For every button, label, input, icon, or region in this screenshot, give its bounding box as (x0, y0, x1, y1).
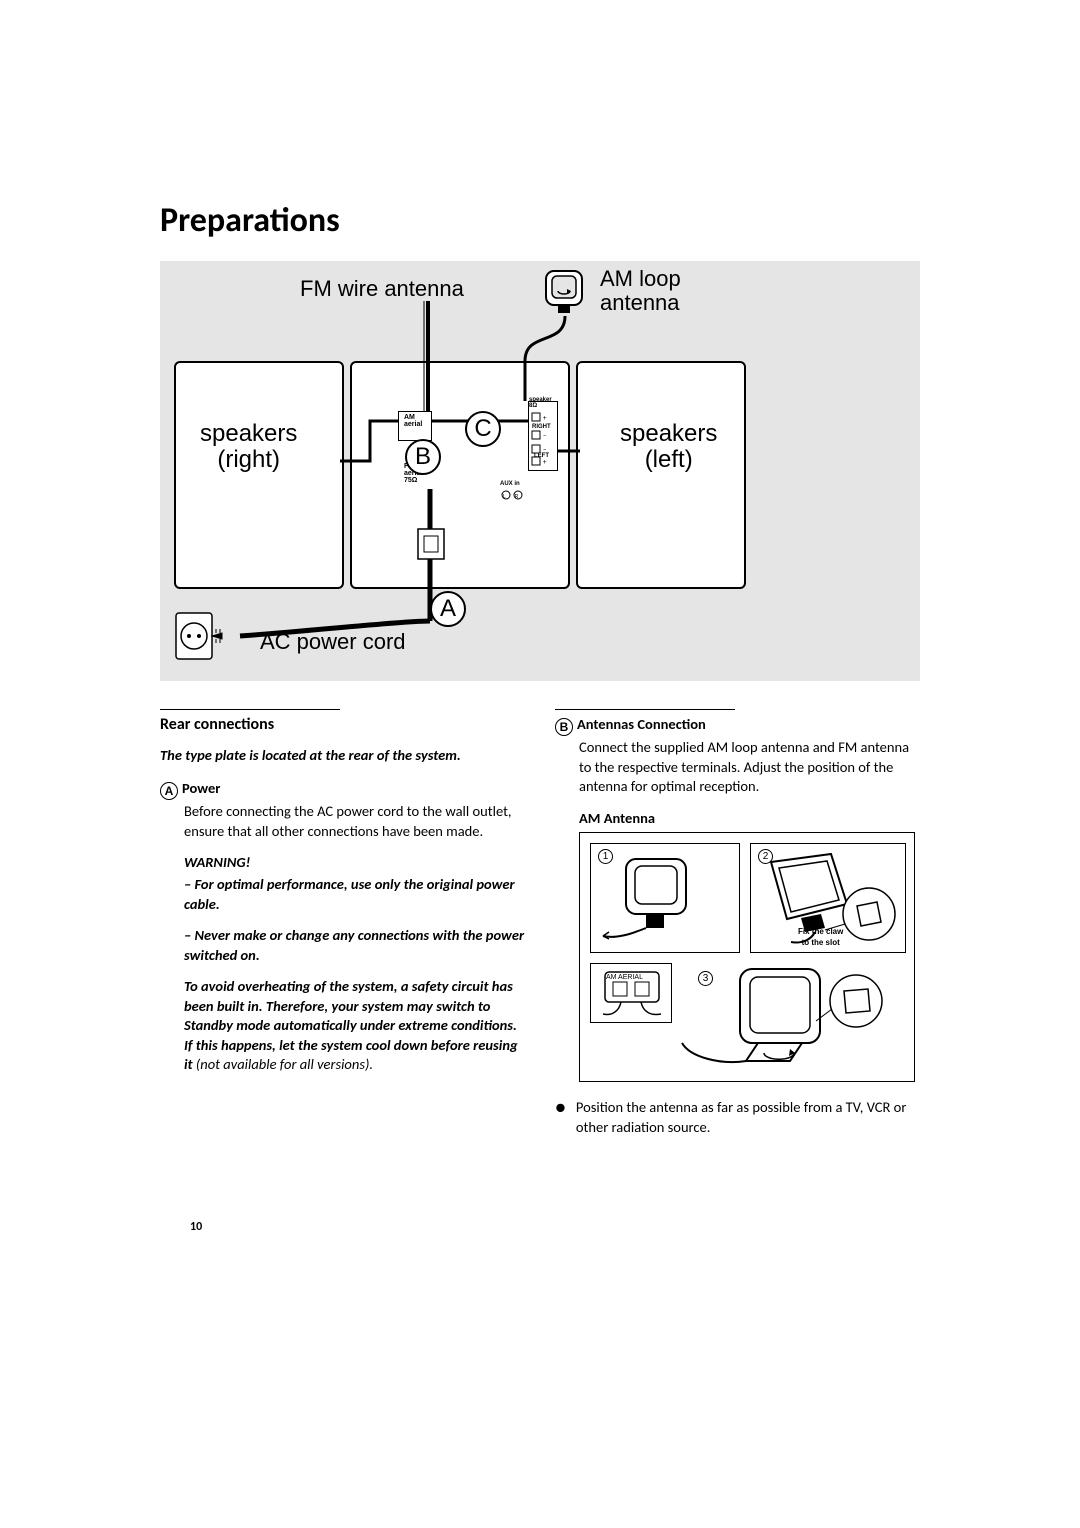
wall-outlet-icon (174, 611, 224, 661)
overheat-paragraph: To avoid overheating of the system, a sa… (184, 977, 525, 1075)
type-plate-note: The type plate is located at the rear of… (160, 746, 525, 766)
bullet-item: ● Position the antenna as far as possibl… (555, 1098, 920, 1137)
am-step3-icon (680, 961, 906, 1079)
power-body: Before connecting the AC power cord to t… (184, 802, 525, 841)
page-content: Preparations FM wire antenna AM loop ant… (160, 200, 920, 1137)
marker-b: B (405, 439, 441, 475)
speaker-terminals-icon: + − − + (530, 411, 556, 467)
antennas-label: Antennas Connection (577, 715, 706, 733)
am-antenna-label: AM loop antenna (600, 267, 681, 315)
speaker-right-box (174, 361, 344, 589)
am-step1-icon (591, 844, 741, 954)
text-columns: Rear connections The type plate is locat… (160, 709, 920, 1137)
aux-text: AUX in (500, 481, 520, 487)
page-number: 10 (190, 1220, 202, 1234)
am-cell-1 (590, 843, 740, 953)
power-label: Power (182, 779, 220, 797)
am-aerial-text: AM aerial (404, 414, 422, 428)
connection-diagram: FM wire antenna AM loop antenna (160, 261, 920, 681)
svg-text:+: + (543, 413, 547, 422)
section-b-heading: BAntennas Connection (555, 715, 920, 736)
am-aerial-label: AM AERIAL (606, 973, 643, 982)
marker-a: A (430, 591, 466, 627)
svg-text:−: − (543, 431, 547, 440)
right-rule (555, 709, 735, 713)
page-title: Preparations (160, 200, 920, 241)
fm-antenna-label: FM wire antenna (300, 276, 464, 302)
warning-heading: WARNING! (184, 853, 525, 873)
am-cell-aerial (590, 963, 672, 1023)
bullet-text: Position the antenna as far as possible … (576, 1098, 920, 1137)
am-antenna-heading: AM Antenna (579, 809, 920, 829)
right-column: BAntennas Connection Connect the supplie… (555, 709, 920, 1137)
am-antenna-diagram: 1 2 Fix the claw to the slot (579, 832, 915, 1082)
bullet-dot-icon: ● (555, 1098, 566, 1137)
svg-text:+: + (543, 457, 547, 466)
marker-c: C (465, 411, 501, 447)
svg-text:−: − (543, 445, 547, 454)
speakers-left-label: speakers (left) (620, 421, 717, 474)
center-unit-box (350, 361, 570, 589)
speakers-right-label: speakers (right) (200, 421, 297, 474)
left-column: Rear connections The type plate is locat… (160, 709, 525, 1137)
aux-jacks-icon: L R (500, 489, 526, 501)
circle-a-icon: A (160, 782, 178, 800)
section-a-heading: APower (160, 779, 525, 800)
speaker-left-box (576, 361, 746, 589)
fix-claw-text: Fix the claw to the slot (798, 927, 843, 949)
antennas-body: Connect the supplied AM loop antenna and… (579, 738, 920, 797)
rear-connections-heading: Rear connections (160, 709, 340, 736)
overheat-tail: (not available for all versions). (193, 1055, 373, 1073)
warning-line-2: – Never make or change any connections w… (184, 926, 525, 965)
speaker-ohm-text: speaker 8Ω (529, 397, 552, 409)
ac-cord-label: AC power cord (260, 629, 406, 655)
circle-b-icon: B (555, 718, 573, 736)
warning-line-1: – For optimal performance, use only the … (184, 875, 525, 914)
am-loop-icon (540, 267, 590, 317)
